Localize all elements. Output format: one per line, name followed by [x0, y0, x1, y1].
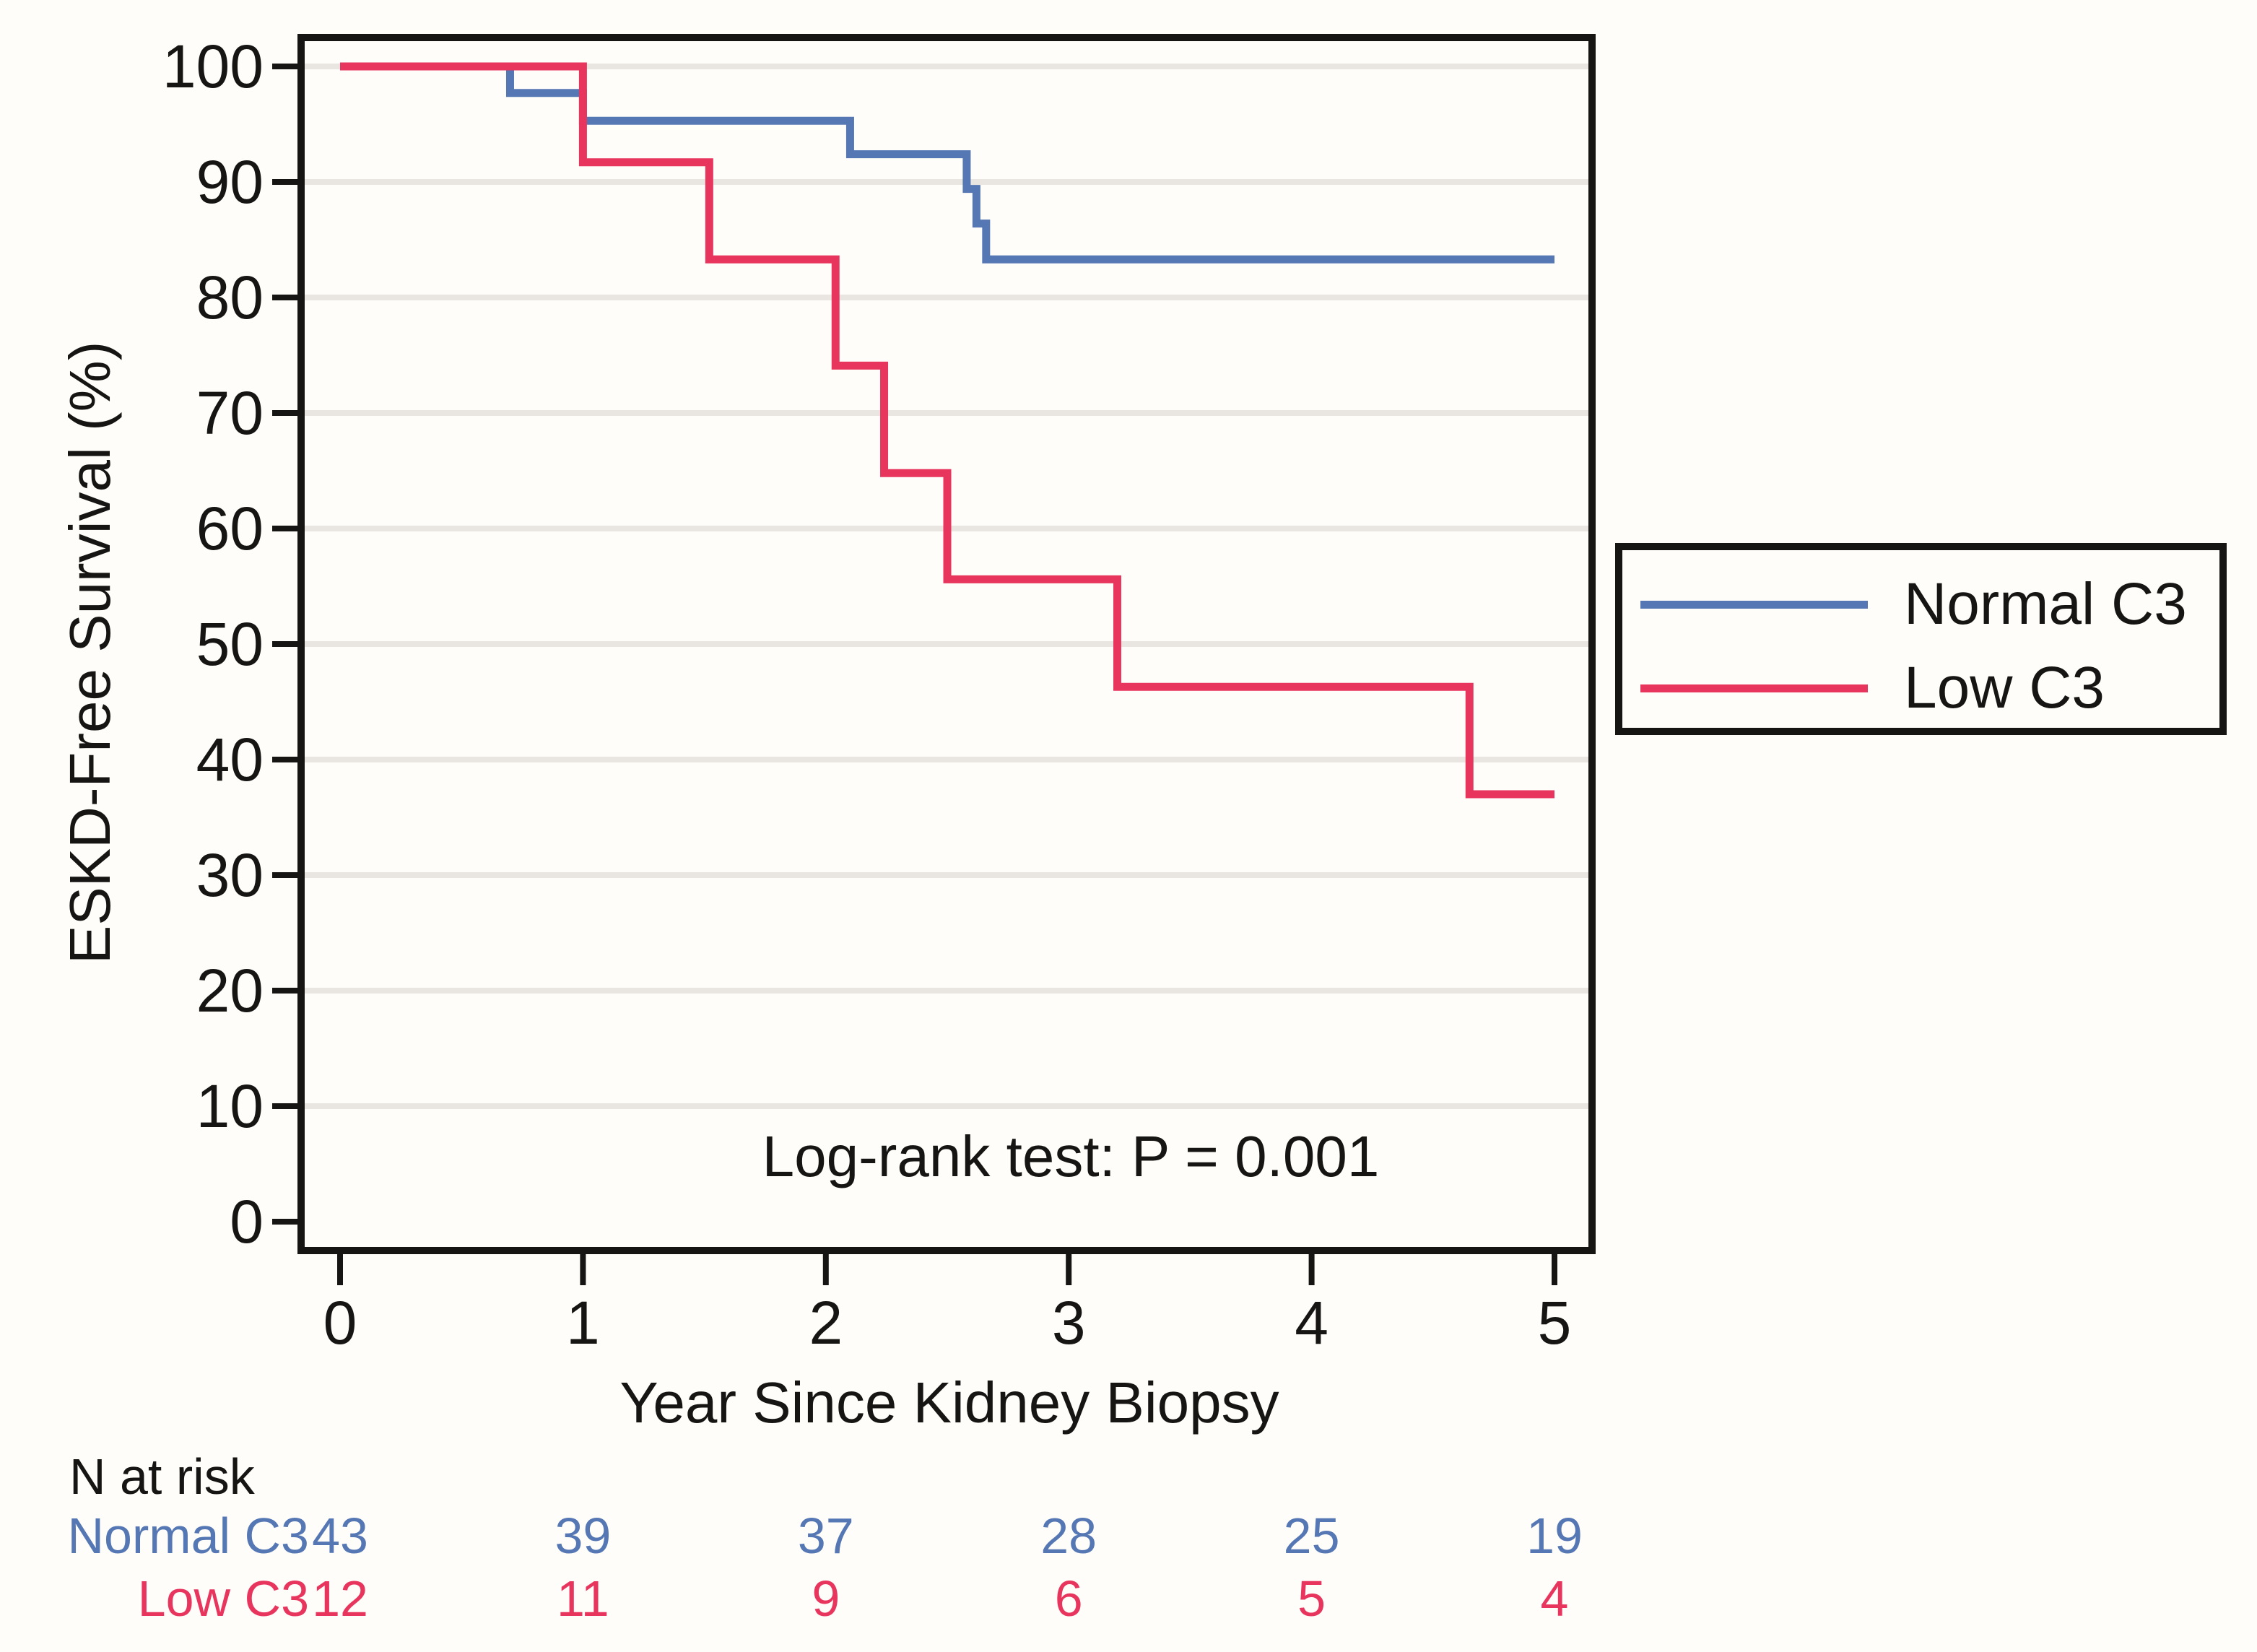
legend-row-low-c3: Low C3 — [1622, 648, 2219, 728]
risk-value-normal-c3-year-0: 43 — [312, 1508, 368, 1564]
y-tick-label-10: 10 — [196, 1072, 264, 1140]
legend-row-normal-c3: Normal C3 — [1622, 565, 2219, 644]
risk-row-label-low-c3: Low C3 — [137, 1570, 309, 1627]
x-axis-title: Year Since Kidney Biopsy — [619, 1370, 1279, 1435]
risk-value-normal-c3-year-4: 25 — [1283, 1508, 1340, 1564]
normal-c3-curve — [340, 62, 1554, 264]
risk-value-low-c3-year-2: 9 — [812, 1570, 840, 1627]
risk-value-normal-c3-year-5: 19 — [1526, 1508, 1583, 1564]
risk-table-header: N at risk — [69, 1448, 255, 1505]
y-tick-label-70: 70 — [196, 379, 264, 447]
risk-value-normal-c3-year-3: 28 — [1040, 1508, 1097, 1564]
risk-value-low-c3-year-0: 12 — [312, 1570, 368, 1627]
gridlines — [305, 64, 1588, 1109]
low-c3-line-swatch — [1640, 684, 1868, 692]
y-tick-label-80: 80 — [196, 264, 264, 331]
y-axis-title: ESKD-Free Survival (%) — [58, 341, 122, 964]
axis-ticks — [272, 64, 1557, 1285]
risk-value-low-c3-year-5: 4 — [1540, 1570, 1569, 1627]
risk-value-low-c3-year-4: 5 — [1297, 1570, 1326, 1627]
x-tick-label-5: 5 — [1537, 1289, 1572, 1357]
y-tick-label-100: 100 — [162, 32, 264, 100]
x-tick-label-2: 2 — [809, 1289, 843, 1357]
risk-value-normal-c3-year-2: 37 — [797, 1508, 854, 1564]
risk-row-label-normal-c3: Normal C3 — [67, 1508, 309, 1564]
x-tick-label-1: 1 — [566, 1289, 600, 1357]
legend: Normal C3 Low C3 — [1615, 543, 2227, 735]
survival-curves — [340, 62, 1554, 799]
risk-value-normal-c3-year-1: 39 — [555, 1508, 612, 1564]
normal-c3-line-swatch — [1640, 600, 1868, 609]
y-tick-label-40: 40 — [196, 726, 264, 794]
x-tick-label-4: 4 — [1295, 1289, 1328, 1357]
y-tick-label-60: 60 — [196, 495, 264, 562]
y-tick-label-90: 90 — [196, 148, 264, 216]
log-rank-annotation: Log-rank test: P = 0.001 — [762, 1124, 1380, 1188]
legend-label-low-c3: Low C3 — [1904, 655, 2105, 721]
low-c3-curve — [340, 62, 1554, 799]
y-tick-label-0: 0 — [230, 1188, 264, 1256]
legend-label-normal-c3: Normal C3 — [1904, 571, 2187, 637]
y-tick-label-20: 20 — [196, 957, 264, 1025]
risk-value-low-c3-year-1: 11 — [557, 1570, 609, 1627]
x-tick-label-3: 3 — [1051, 1289, 1086, 1357]
y-tick-label-50: 50 — [196, 610, 264, 678]
y-tick-label-30: 30 — [196, 841, 264, 909]
risk-value-low-c3-year-3: 6 — [1054, 1570, 1083, 1627]
x-tick-label-0: 0 — [323, 1289, 357, 1357]
